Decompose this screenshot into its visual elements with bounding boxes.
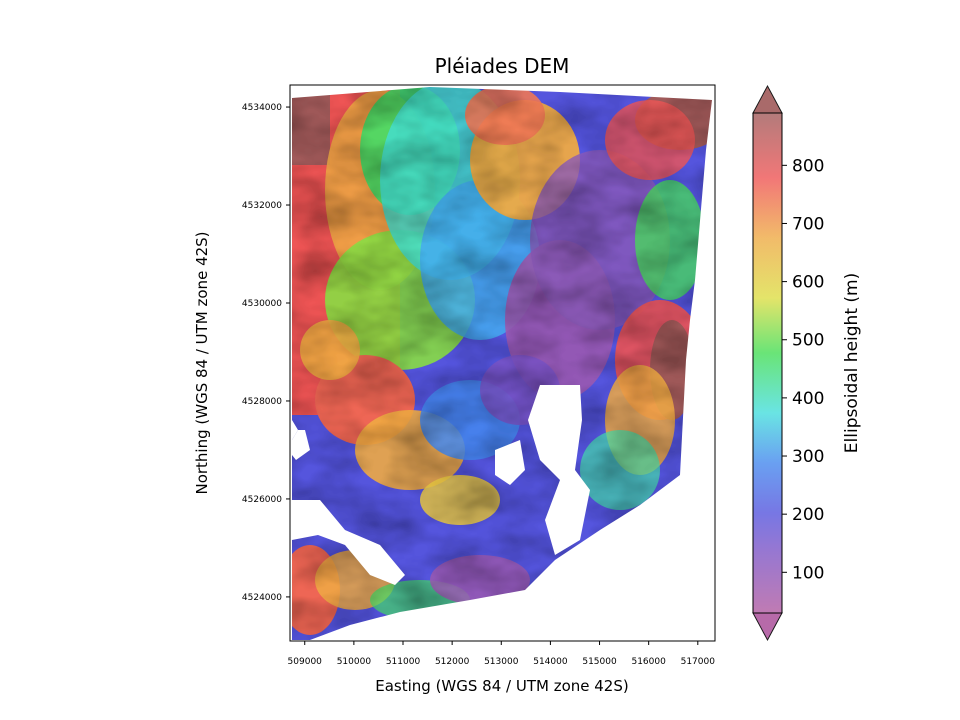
x-tick-label: 511000 [386,657,421,667]
colorbar-tick-label: 300 [792,447,824,467]
y-tick-label: 4528000 [242,397,282,407]
x-tick-label: 516000 [631,657,666,667]
colorbar-tick-label: 200 [792,505,824,525]
x-tick-label: 510000 [337,657,372,667]
y-tick-label: 4534000 [242,103,282,113]
x-axis-label: Easting (WGS 84 / UTM zone 42S) [375,677,628,695]
colorbar-tick-label: 700 [792,214,824,234]
colorbar-tick-label: 600 [792,273,824,293]
colorbar-tick-label: 500 [792,331,824,351]
x-tick-label: 513000 [484,657,519,667]
x-tick-label: 512000 [435,657,470,667]
y-tick-label: 4530000 [242,299,282,309]
y-tick-label: 4532000 [242,201,282,211]
colorbar: 100 200 300 400 500 600 700 800 Ellipsoidal hei… [752,84,862,642]
colorbar-extend-top [752,84,783,114]
colorbar-ticks: 100 200 300 400 500 600 700 800 [782,156,824,583]
plot-area-frame [289,84,716,642]
x-tick-label: 515000 [582,657,617,667]
colorbar-label: Ellipsoidal height (m) [842,273,862,453]
x-tick-label: 509000 [288,657,323,667]
nodata-patch [292,430,310,460]
chart-title: Pléiades DEM [435,54,570,78]
colorbar-tick-label: 800 [792,156,824,176]
nodata-patch [528,385,590,555]
colorbar-gradient [753,113,782,613]
y-tick-label: 4526000 [242,495,282,505]
dem-raster [292,87,712,640]
x-tick-label: 517000 [681,657,716,667]
x-tick-label: 514000 [533,657,568,667]
y-tick-label: 4524000 [242,593,282,603]
colorbar-extend-bottom [752,612,783,642]
y-axis-ticks: 4524000 4526000 4528000 4530000 4532000 45340… [242,103,290,603]
colorbar-frame [752,112,783,614]
nodata-patch [292,500,405,585]
nodata-patch [495,440,525,485]
y-axis-label: Northing (WGS 84 / UTM zone 42S) [193,231,211,494]
x-axis-ticks: 509000 510000 511000 512000 513000 514000 5150… [288,641,716,667]
colorbar-tick-label: 100 [792,563,824,583]
colorbar-tick-label: 400 [792,389,824,409]
